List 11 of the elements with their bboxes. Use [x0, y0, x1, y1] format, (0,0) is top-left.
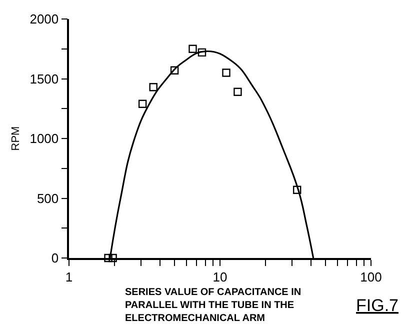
y-tick-label: 2000 — [30, 12, 59, 27]
x-tick-label: 1 — [65, 269, 73, 284]
y-tick-label: 0 — [51, 250, 59, 266]
y-tick-label: 1000 — [30, 131, 59, 146]
caption: FIG.7 — [356, 296, 399, 315]
x-axis-title: SERIES VALUE OF CAPACITANCE IN PARALLEL WITH THE TUBE IN THE ELECTROMECHANICAL ARM — [125, 287, 302, 324]
x-tick-label: 100 — [360, 269, 382, 284]
y-tick-label: 1500 — [30, 71, 59, 86]
x-tick-label: 10 — [212, 269, 228, 284]
y-axis-title: RPM — [10, 126, 22, 151]
y-tick-label: 500 — [36, 190, 59, 206]
